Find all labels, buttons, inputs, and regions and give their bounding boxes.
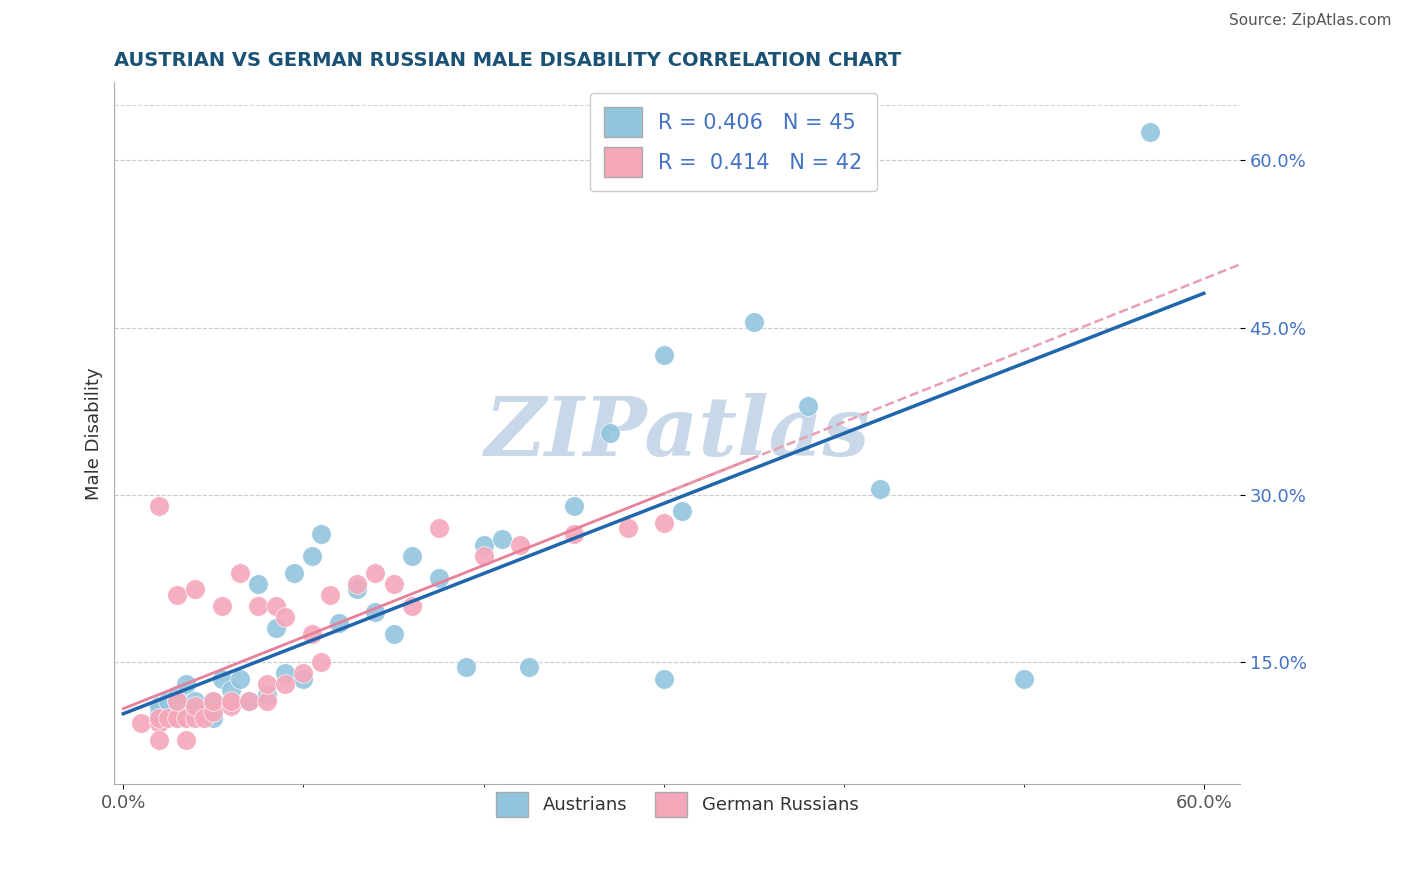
Point — [148, 699, 170, 714]
Point — [166, 710, 188, 724]
Point — [652, 348, 675, 362]
Point — [1139, 126, 1161, 140]
Point — [328, 615, 350, 630]
Legend: Austrians, German Russians: Austrians, German Russians — [489, 785, 866, 824]
Point — [311, 526, 333, 541]
Y-axis label: Male Disability: Male Disability — [86, 368, 103, 500]
Point — [266, 599, 288, 614]
Point — [184, 582, 207, 597]
Point — [166, 588, 188, 602]
Point — [346, 577, 368, 591]
Point — [247, 577, 270, 591]
Point — [319, 588, 342, 602]
Point — [283, 566, 305, 580]
Text: AUSTRIAN VS GERMAN RUSSIAN MALE DISABILITY CORRELATION CHART: AUSTRIAN VS GERMAN RUSSIAN MALE DISABILI… — [114, 51, 901, 70]
Point — [491, 533, 513, 547]
Point — [184, 705, 207, 719]
Point — [131, 716, 153, 731]
Point — [176, 710, 198, 724]
Point — [193, 705, 215, 719]
Point — [184, 710, 207, 724]
Point — [221, 694, 243, 708]
Point — [221, 682, 243, 697]
Point — [562, 526, 585, 541]
Point — [166, 710, 188, 724]
Point — [671, 504, 693, 518]
Point — [454, 660, 477, 674]
Point — [517, 660, 540, 674]
Point — [229, 672, 252, 686]
Point — [247, 599, 270, 614]
Text: ZIPatlas: ZIPatlas — [484, 393, 870, 474]
Point — [509, 538, 531, 552]
Point — [221, 699, 243, 714]
Point — [184, 699, 207, 714]
Point — [401, 599, 423, 614]
Point — [382, 627, 405, 641]
Point — [148, 705, 170, 719]
Point — [176, 677, 198, 691]
Point — [1012, 672, 1035, 686]
Point — [238, 694, 260, 708]
Point — [202, 710, 225, 724]
Point — [148, 710, 170, 724]
Point — [796, 399, 818, 413]
Point — [184, 694, 207, 708]
Point — [616, 521, 638, 535]
Point — [427, 571, 450, 585]
Point — [148, 710, 170, 724]
Point — [401, 549, 423, 563]
Point — [166, 688, 188, 702]
Point — [427, 521, 450, 535]
Point — [599, 426, 621, 441]
Point — [176, 732, 198, 747]
Point — [229, 566, 252, 580]
Point — [869, 482, 891, 496]
Point — [274, 610, 297, 624]
Point — [166, 694, 188, 708]
Point — [202, 694, 225, 708]
Point — [266, 621, 288, 635]
Point — [382, 577, 405, 591]
Point — [202, 694, 225, 708]
Point — [472, 549, 495, 563]
Point — [562, 499, 585, 513]
Point — [256, 677, 278, 691]
Point — [157, 694, 180, 708]
Point — [274, 665, 297, 680]
Point — [238, 694, 260, 708]
Point — [292, 665, 315, 680]
Point — [256, 694, 278, 708]
Point — [202, 705, 225, 719]
Point — [346, 582, 368, 597]
Point — [301, 627, 323, 641]
Point — [211, 599, 233, 614]
Point — [148, 732, 170, 747]
Point — [301, 549, 323, 563]
Point — [148, 716, 170, 731]
Point — [364, 566, 387, 580]
Point — [292, 672, 315, 686]
Point — [211, 672, 233, 686]
Point — [472, 538, 495, 552]
Point — [148, 499, 170, 513]
Point — [652, 672, 675, 686]
Text: Source: ZipAtlas.com: Source: ZipAtlas.com — [1229, 13, 1392, 29]
Point — [193, 710, 215, 724]
Point — [311, 655, 333, 669]
Point — [742, 315, 765, 329]
Point — [652, 516, 675, 530]
Point — [157, 710, 180, 724]
Point — [364, 605, 387, 619]
Point — [274, 677, 297, 691]
Point — [166, 694, 188, 708]
Point — [256, 688, 278, 702]
